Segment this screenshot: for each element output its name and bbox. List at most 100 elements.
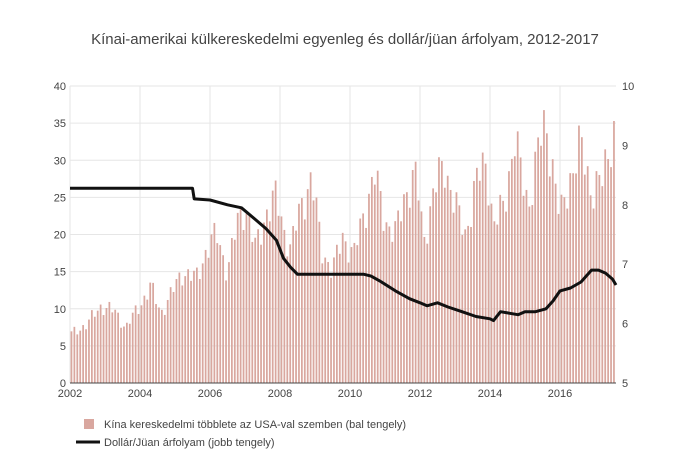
- y-left-tick-label: 35: [54, 118, 66, 130]
- bar: [333, 257, 335, 383]
- bar: [537, 137, 539, 383]
- bar: [598, 174, 601, 383]
- bar: [531, 205, 534, 383]
- bar: [554, 183, 557, 383]
- line-series: [70, 186, 618, 323]
- bar: [452, 212, 455, 383]
- y-left-tick-label: 15: [54, 267, 66, 279]
- bar: [193, 270, 195, 383]
- bar: [417, 200, 420, 383]
- bar: [210, 234, 213, 383]
- y-right-axis: 5 6 7 8 9 10: [622, 81, 634, 390]
- bar: [207, 257, 210, 383]
- bar: [371, 176, 373, 383]
- bar: [312, 200, 315, 383]
- bar: [470, 226, 472, 383]
- bar: [283, 229, 286, 383]
- bar: [435, 192, 437, 383]
- bar: [172, 291, 175, 383]
- bar: [604, 149, 607, 383]
- legend[interactable]: Kína kereskedelmi többlete az USA-val sz…: [76, 419, 406, 449]
- x-axis: 2002 2004 2006 2008 2010 2012 2014 2016: [58, 382, 616, 400]
- bar: [426, 243, 429, 383]
- bar: [368, 193, 370, 383]
- bar: [359, 218, 362, 383]
- bar: [505, 211, 507, 383]
- bar: [301, 198, 303, 383]
- line-path: [70, 186, 618, 323]
- bar: [166, 299, 169, 383]
- bar: [376, 170, 379, 383]
- bar: [601, 186, 604, 383]
- bar: [522, 195, 525, 383]
- bar: [519, 157, 522, 383]
- bar: [534, 151, 537, 383]
- y-right-tick-label: 7: [622, 259, 628, 271]
- x-tick-label: 2014: [478, 388, 502, 400]
- bar-series: [70, 110, 615, 383]
- y-left-tick-label: 0: [60, 378, 66, 390]
- bar: [102, 315, 105, 383]
- bar: [228, 262, 230, 383]
- bar: [382, 230, 385, 383]
- x-tick-label: 2016: [548, 388, 572, 400]
- bar: [140, 305, 143, 383]
- bar: [254, 237, 257, 383]
- bar: [575, 173, 577, 383]
- bar: [204, 249, 207, 383]
- bar: [266, 209, 268, 383]
- bar: [388, 226, 391, 383]
- x-tick-label: 2012: [408, 388, 432, 400]
- bar: [260, 244, 262, 383]
- bar: [161, 309, 163, 383]
- bar: [385, 222, 388, 383]
- bar: [245, 213, 248, 383]
- bar: [391, 241, 394, 383]
- bar: [566, 208, 569, 383]
- bar: [251, 241, 254, 383]
- bar: [274, 180, 277, 383]
- bar: [478, 180, 481, 383]
- y-right-tick-label: 6: [622, 319, 628, 331]
- bar: [280, 216, 283, 383]
- bar: [502, 200, 504, 383]
- y-right-tick-label: 10: [622, 81, 634, 93]
- bar: [196, 267, 198, 383]
- bar: [76, 334, 79, 383]
- bar: [131, 312, 134, 383]
- bar: [356, 245, 359, 383]
- bar: [93, 316, 96, 383]
- bar: [528, 206, 531, 383]
- bar: [88, 319, 90, 383]
- bar: [350, 247, 353, 383]
- y-right-tick-label: 5: [622, 378, 628, 390]
- bar: [408, 207, 411, 383]
- bar: [295, 230, 297, 383]
- bar: [423, 236, 426, 383]
- bar: [589, 195, 592, 383]
- bar: [184, 276, 187, 383]
- bar: [96, 310, 99, 383]
- bar: [499, 194, 502, 383]
- bar: [557, 213, 560, 383]
- bar: [548, 176, 551, 383]
- bar: [126, 322, 128, 383]
- bar: [309, 172, 312, 383]
- bar: [569, 173, 572, 383]
- bar: [190, 280, 192, 383]
- bar: [181, 285, 184, 383]
- bar: [607, 159, 609, 383]
- bar: [263, 222, 265, 383]
- bar: [248, 215, 251, 383]
- bar: [592, 208, 595, 383]
- bar: [105, 307, 108, 383]
- bar: [111, 312, 114, 383]
- bar: [289, 244, 292, 383]
- y-left-axis: 0 5 10 15 20 25 30 35 40: [54, 81, 66, 390]
- bar: [239, 208, 242, 383]
- bar: [85, 329, 87, 383]
- bar: [277, 215, 280, 383]
- bar: [242, 229, 245, 383]
- bar: [496, 224, 499, 383]
